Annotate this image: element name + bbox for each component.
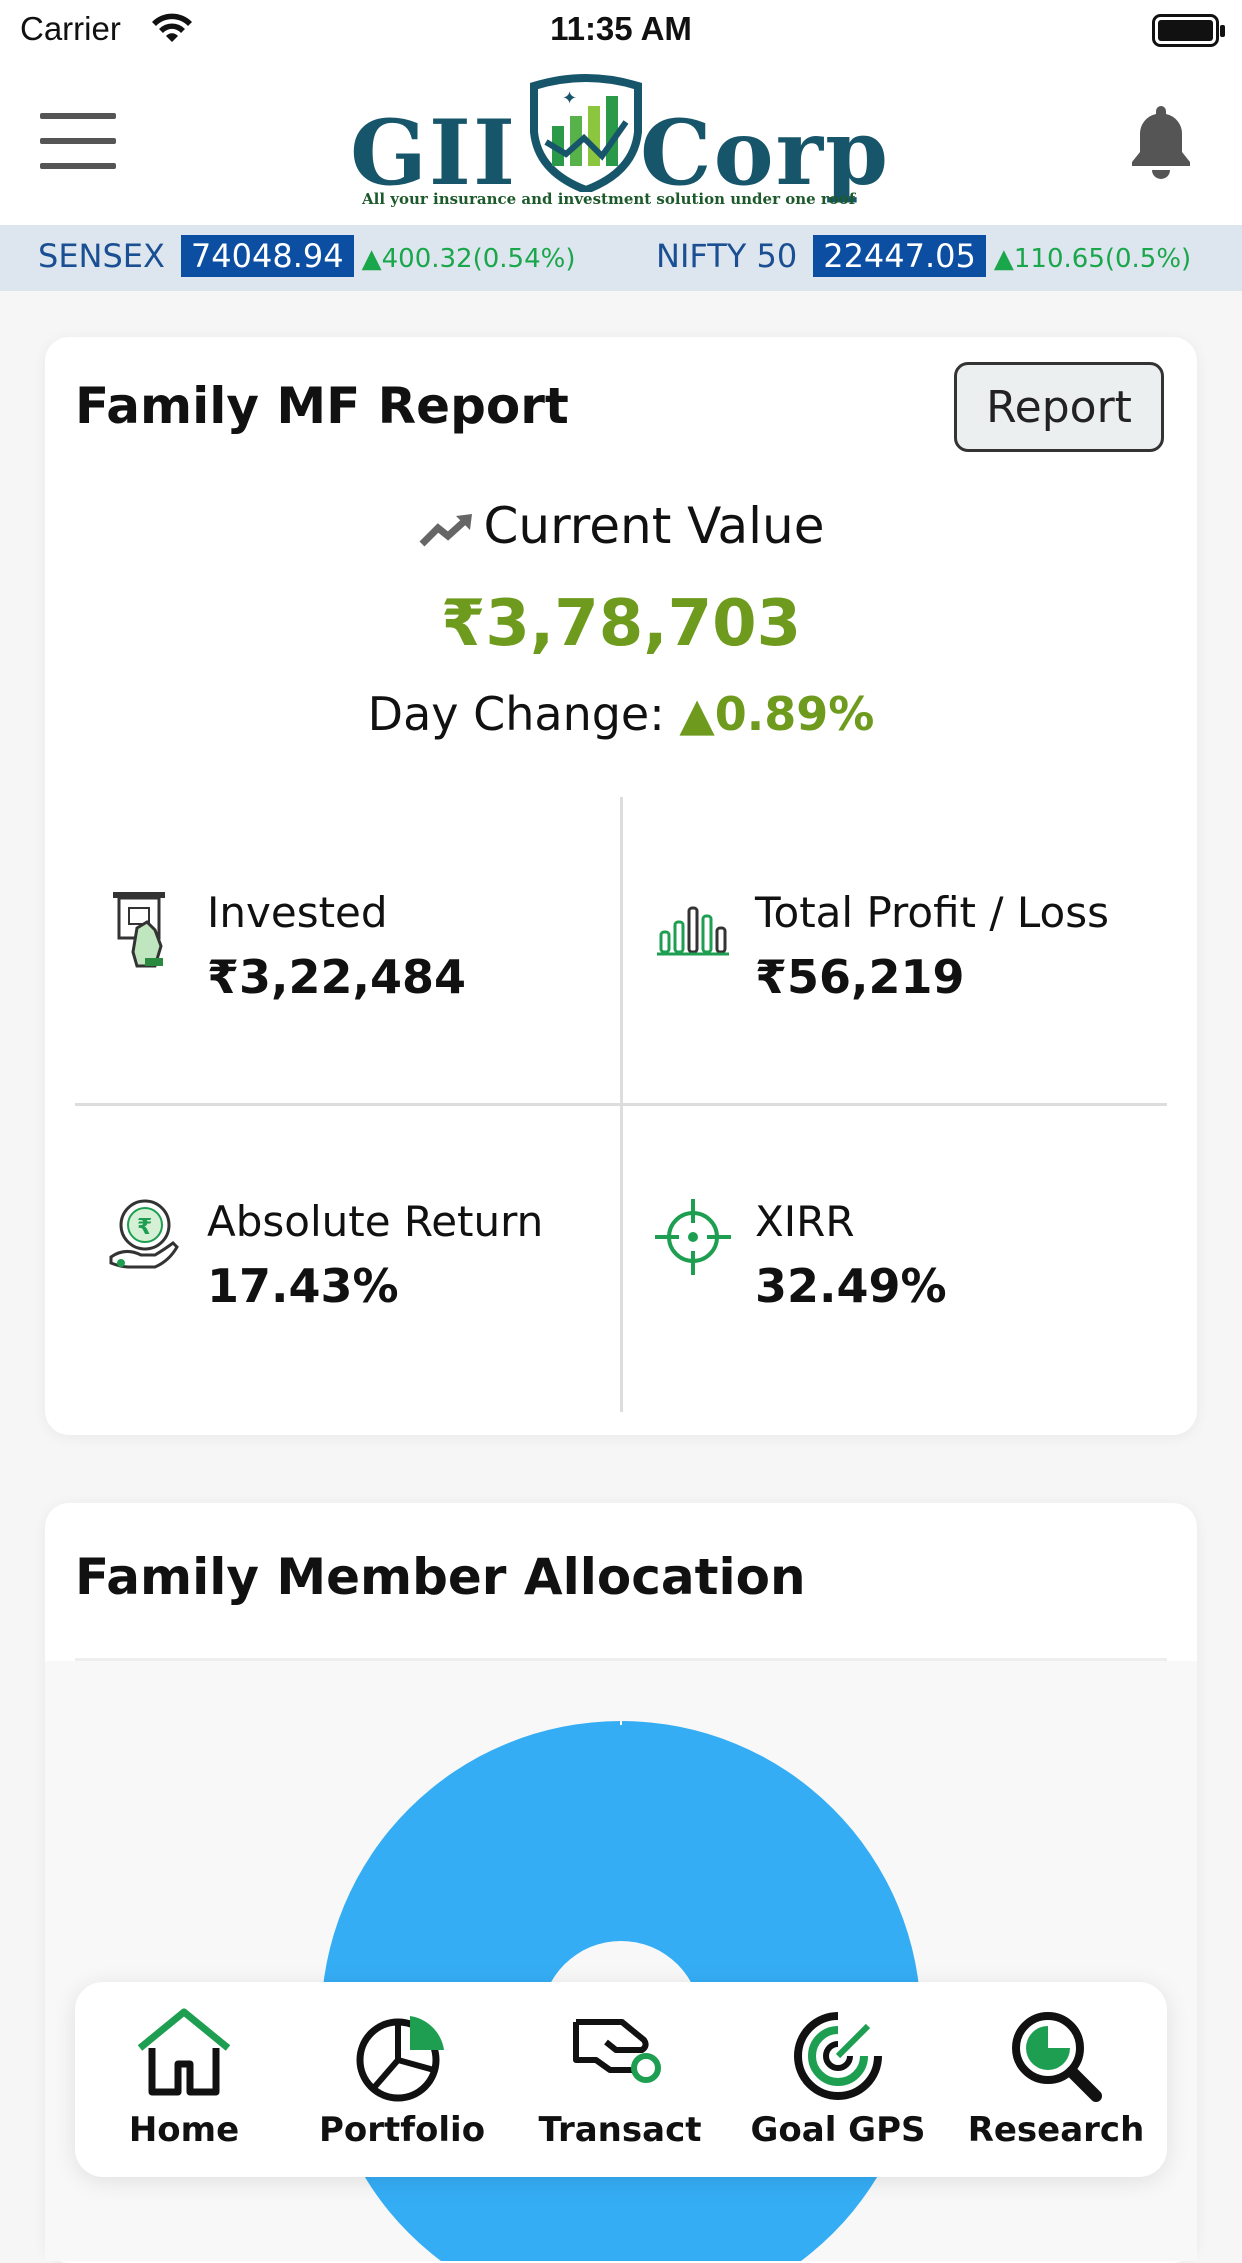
ticker-value: 22447.05 bbox=[813, 235, 986, 277]
notification-bell-icon[interactable] bbox=[1128, 102, 1194, 182]
nav-item-research[interactable]: Research bbox=[947, 1982, 1165, 2177]
logo-tagline: All your insurance and investment soluti… bbox=[362, 190, 856, 208]
current-value-label: Current Value bbox=[483, 497, 825, 555]
market-ticker: SENSEX 74048.94 ▲400.32(0.54%) NIFTY 50 224… bbox=[0, 225, 1242, 291]
home-icon bbox=[137, 2008, 231, 2096]
report-button[interactable]: Report bbox=[954, 362, 1164, 452]
stat-label: Invested bbox=[207, 888, 388, 937]
family-mf-report-card: Family MF Report Report Current Value ₹3… bbox=[45, 337, 1197, 1435]
stat-value: 32.49% bbox=[755, 1259, 947, 1313]
nav-label: Goal GPS bbox=[750, 2110, 926, 2150]
nav-label: Transact bbox=[538, 2110, 702, 2150]
stat-value: 17.43% bbox=[207, 1259, 399, 1313]
wifi-icon bbox=[152, 13, 192, 42]
app-header: GII ✦ Corp All your insurance and invest… bbox=[0, 62, 1242, 225]
current-value-heading: Current Value bbox=[45, 497, 1197, 555]
ticker-item-nifty: NIFTY 50 22447.05 ▲110.65(0.5%) bbox=[656, 235, 1192, 277]
pie-chart-icon bbox=[356, 2016, 444, 2102]
allocation-title-divider bbox=[75, 1658, 1167, 1661]
battery-icon bbox=[1152, 14, 1225, 47]
svg-text:✦: ✦ bbox=[562, 88, 577, 109]
nav-label: Portfolio bbox=[318, 2110, 486, 2150]
day-change-value: ▲0.89% bbox=[679, 687, 875, 741]
allocation-card-title: Family Member Allocation bbox=[75, 1548, 806, 1606]
ticker-item-sensex: SENSEX 74048.94 ▲400.32(0.54%) bbox=[38, 235, 576, 277]
stat-label: Total Profit / Loss bbox=[755, 888, 1109, 937]
status-bar: Carrier 11:35 AM bbox=[0, 0, 1242, 62]
bar-chart-icon bbox=[657, 906, 729, 956]
nav-item-transact[interactable]: Transact bbox=[511, 1982, 729, 2177]
nav-item-home[interactable]: Home bbox=[75, 1982, 293, 2177]
day-change-label: Day Change: bbox=[367, 687, 665, 741]
stat-value: ₹56,219 bbox=[755, 950, 965, 1004]
trend-up-icon bbox=[419, 513, 472, 546]
ticker-value: 74048.94 bbox=[180, 235, 354, 277]
nav-item-goal-gps[interactable]: Goal GPS bbox=[729, 1982, 947, 2177]
menu-bar-line bbox=[40, 113, 116, 119]
nav-item-portfolio[interactable]: Portfolio bbox=[293, 1982, 511, 2177]
target-icon bbox=[655, 1199, 731, 1275]
stat-label: XIRR bbox=[755, 1197, 855, 1246]
shield-chart-icon: ✦ bbox=[530, 74, 642, 192]
ticker-name: NIFTY 50 bbox=[656, 237, 798, 275]
nav-label: Research bbox=[967, 2110, 1145, 2150]
logo-text-right: Corp bbox=[640, 100, 891, 206]
hand-coin-icon bbox=[573, 2019, 661, 2083]
clock-label: 11:35 AM bbox=[550, 10, 692, 47]
ticker-change: ▲110.65(0.5%) bbox=[993, 244, 1192, 274]
day-change: Day Change: ▲0.89% bbox=[45, 687, 1197, 741]
carrier-label: Carrier bbox=[20, 10, 121, 47]
atm-cash-icon bbox=[113, 892, 165, 968]
hamburger-menu-button[interactable] bbox=[40, 113, 120, 173]
app-logo: GII ✦ Corp All your insurance and invest… bbox=[350, 72, 890, 212]
nav-label: Home bbox=[128, 2110, 240, 2150]
rupee-coin-hand-icon: ₹ bbox=[109, 1199, 179, 1269]
menu-bar-line bbox=[40, 163, 116, 169]
gauge-icon bbox=[794, 2012, 882, 2100]
logo-text-left: GII bbox=[350, 100, 518, 206]
current-value-amount: ₹3,78,703 bbox=[440, 587, 802, 661]
bottom-nav-bar: Home Portfolio Transact Goal GPS bbox=[75, 1982, 1167, 2177]
ticker-change: ▲400.32(0.54%) bbox=[361, 244, 576, 274]
magnifier-chart-icon bbox=[1012, 2012, 1102, 2102]
ticker-name: SENSEX bbox=[38, 237, 165, 275]
stats-divider-horizontal bbox=[75, 1103, 1167, 1106]
report-card-title: Family MF Report bbox=[75, 377, 569, 435]
svg-text:₹: ₹ bbox=[137, 1215, 152, 1240]
stat-value: ₹3,22,484 bbox=[207, 950, 466, 1004]
menu-bar-line bbox=[40, 138, 116, 144]
stat-label: Absolute Return bbox=[207, 1197, 544, 1246]
